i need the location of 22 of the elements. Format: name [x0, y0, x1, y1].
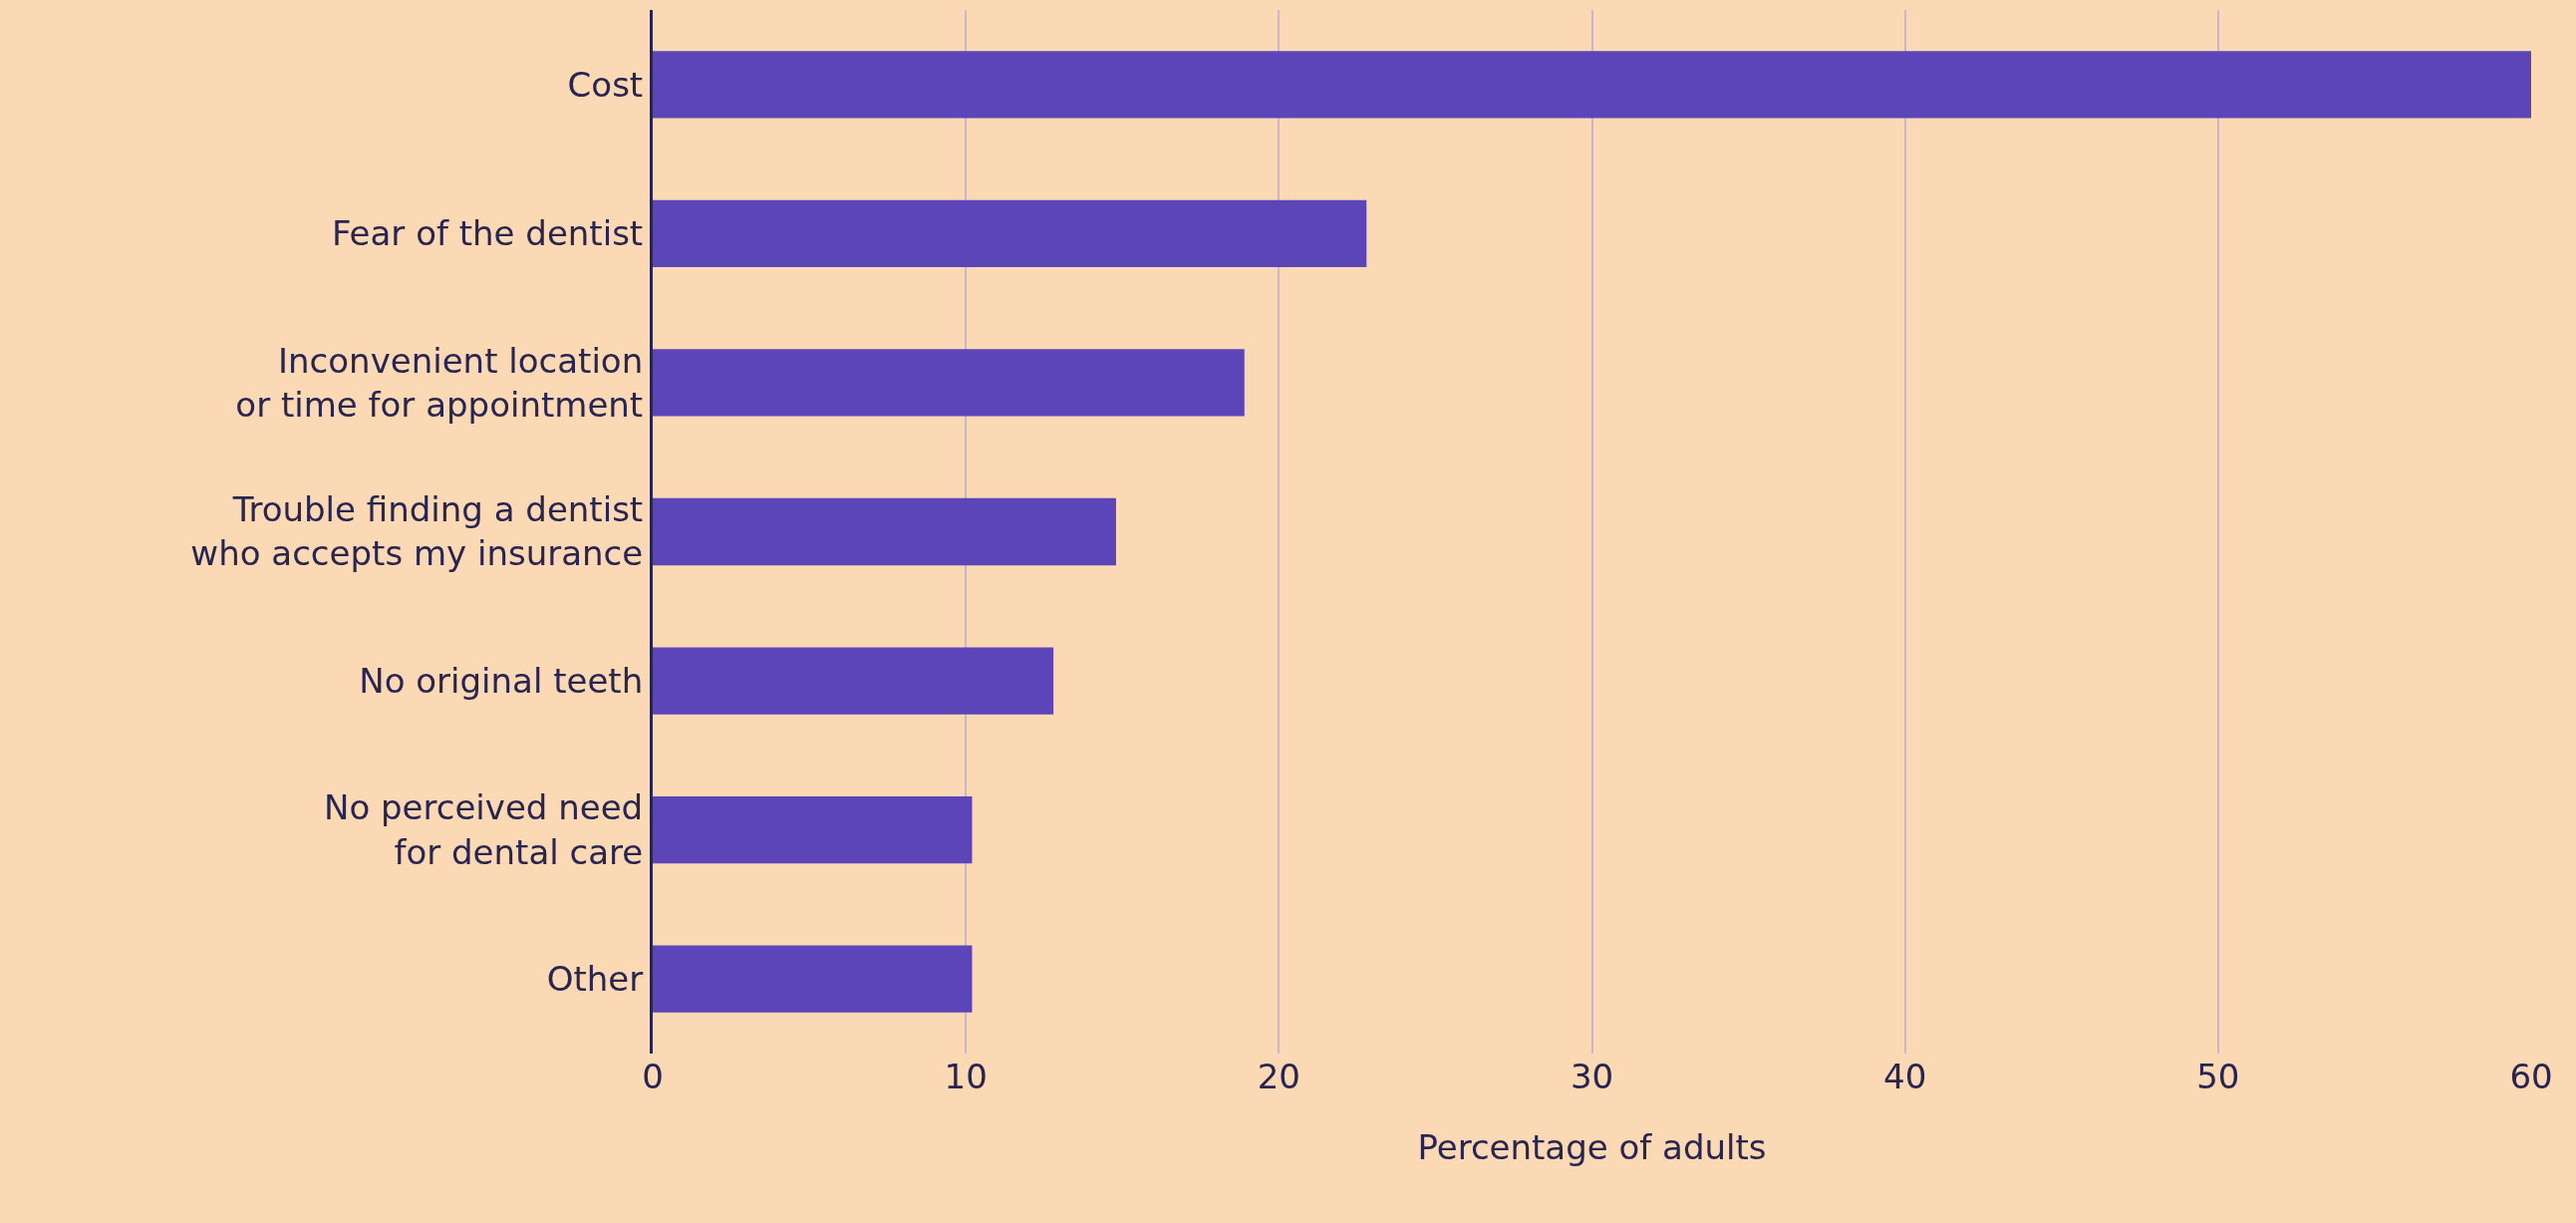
x-tick-label: 10 — [944, 1057, 988, 1096]
y-tick-label: Trouble finding a dentist who accepts my insurance — [190, 489, 644, 574]
x-tick-label: 40 — [1883, 1057, 1927, 1096]
bar — [653, 497, 1116, 566]
y-tick-label: No perceived need for dental care — [323, 787, 644, 872]
x-tick-label: 50 — [2196, 1057, 2240, 1096]
x-tick-label: 0 — [642, 1057, 664, 1096]
y-tick-label: Inconvenient location or time for appointment — [235, 340, 644, 425]
x-axis-title: Percentage of adults — [1417, 1127, 1767, 1168]
bar — [653, 51, 2531, 119]
y-tick-label: No original teeth — [359, 660, 644, 701]
x-tick-label: 20 — [1257, 1057, 1300, 1096]
y-tick-label: Other — [546, 959, 644, 1000]
bar — [653, 647, 1054, 715]
y-tick-label: Cost — [567, 64, 644, 105]
x-tick-label: 30 — [1570, 1057, 1614, 1096]
bar — [653, 349, 1245, 417]
bar — [653, 199, 1367, 268]
x-tick-label: 60 — [2509, 1057, 2553, 1096]
bar — [653, 945, 973, 1013]
bar — [653, 795, 973, 864]
y-tick-label: Fear of the dentist — [331, 213, 644, 254]
